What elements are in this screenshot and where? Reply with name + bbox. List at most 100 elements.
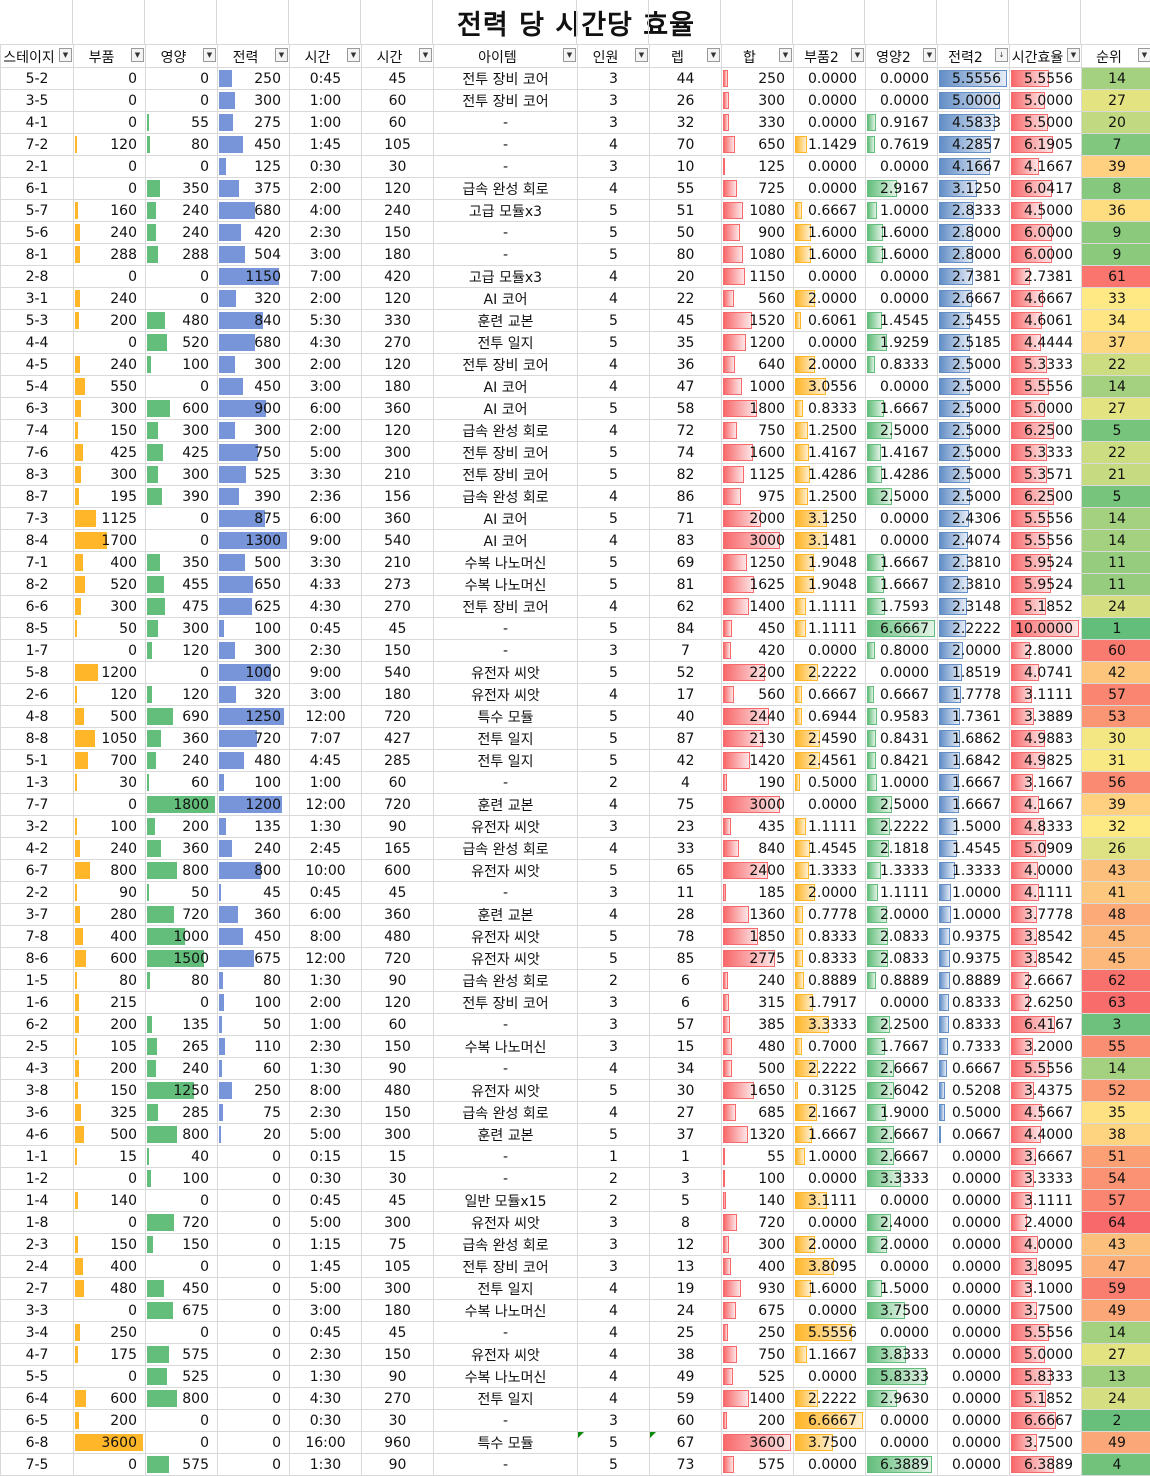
cell-rank[interactable]: 2 (1082, 1410, 1150, 1432)
cell-time-efficiency[interactable]: 10.0000 (1010, 618, 1082, 640)
cell-sum[interactable]: 1650 (722, 1080, 794, 1102)
cell-nutrition-rate[interactable]: 0.0000 (866, 1410, 938, 1432)
cell-members[interactable]: 5 (578, 1124, 650, 1146)
cell-nutrition[interactable]: 120 (146, 684, 218, 706)
cell-power[interactable]: 1250 (218, 706, 290, 728)
cell-power[interactable]: 0 (218, 1344, 290, 1366)
cell-time[interactable]: 2:00 (290, 178, 362, 200)
cell-members[interactable]: 2 (578, 772, 650, 794)
cell-time-efficiency[interactable]: 5.1852 (1010, 1388, 1082, 1410)
cell-level[interactable]: 38 (650, 1344, 722, 1366)
cell-nutrition-rate[interactable]: 2.0833 (866, 926, 938, 948)
cell-level[interactable]: 37 (650, 1124, 722, 1146)
cell-level[interactable]: 40 (650, 706, 722, 728)
cell-nutrition[interactable]: 0 (146, 1322, 218, 1344)
cell-nutrition[interactable]: 120 (146, 640, 218, 662)
cell-nutrition[interactable]: 50 (146, 882, 218, 904)
cell-power-rate[interactable]: 2.5000 (938, 354, 1010, 376)
cell-rank[interactable]: 5 (1082, 420, 1150, 442)
cell-time[interactable]: 0:45 (290, 1190, 362, 1212)
cell-sum[interactable]: 300 (722, 1234, 794, 1256)
cell-members[interactable]: 4 (578, 530, 650, 552)
cell-time-efficiency[interactable]: 3.8095 (1010, 1256, 1082, 1278)
cell-stage[interactable]: 1-7 (1, 640, 74, 662)
cell-power[interactable]: 900 (218, 398, 290, 420)
cell-members[interactable]: 5 (578, 618, 650, 640)
cell-stage[interactable]: 7-7 (1, 794, 74, 816)
cell-stage[interactable]: 1-3 (1, 772, 74, 794)
cell-nutrition-rate[interactable]: 1.7667 (866, 1036, 938, 1058)
cell-nutrition-rate[interactable]: 0.0000 (866, 1256, 938, 1278)
cell-nutrition-rate[interactable]: 1.9259 (866, 332, 938, 354)
cell-minutes[interactable]: 180 (362, 1300, 434, 1322)
cell-nutrition[interactable]: 0 (146, 530, 218, 552)
cell-item[interactable]: 급속 완성 회로 (434, 420, 578, 442)
cell-nutrition-rate[interactable]: 0.8889 (866, 970, 938, 992)
cell-parts-rate[interactable]: 3.1481 (794, 530, 866, 552)
cell-power-rate[interactable]: 0.0000 (938, 1234, 1010, 1256)
cell-stage[interactable]: 2-1 (1, 156, 74, 178)
cell-time[interactable]: 3:00 (290, 376, 362, 398)
cell-stage[interactable]: 6-8 (1, 1432, 74, 1454)
cell-parts[interactable]: 600 (74, 1388, 146, 1410)
dropdown-arrow-icon[interactable]: ▼ (707, 48, 720, 62)
cell-parts[interactable]: 150 (74, 420, 146, 442)
cell-time[interactable]: 8:00 (290, 926, 362, 948)
cell-time[interactable]: 3:30 (290, 464, 362, 486)
cell-minutes[interactable]: 60 (362, 1014, 434, 1036)
cell-item[interactable]: 훈련 교본 (434, 1124, 578, 1146)
cell-stage[interactable]: 4-6 (1, 1124, 74, 1146)
cell-rank[interactable]: 48 (1082, 904, 1150, 926)
cell-members[interactable]: 3 (578, 1014, 650, 1036)
cell-rank[interactable]: 57 (1082, 1190, 1150, 1212)
cell-rank[interactable]: 33 (1082, 288, 1150, 310)
cell-time[interactable]: 0:15 (290, 1146, 362, 1168)
cell-members[interactable]: 4 (578, 266, 650, 288)
cell-minutes[interactable]: 180 (362, 244, 434, 266)
cell-stage[interactable]: 5-5 (1, 1366, 74, 1388)
cell-sum[interactable]: 1150 (722, 266, 794, 288)
cell-nutrition-rate[interactable]: 2.5000 (866, 420, 938, 442)
cell-nutrition-rate[interactable]: 1.1111 (866, 882, 938, 904)
cell-stage[interactable]: 7-8 (1, 926, 74, 948)
column-header[interactable]: 시간효율▼ (1010, 45, 1082, 68)
cell-time[interactable]: 3:00 (290, 684, 362, 706)
cell-parts-rate[interactable]: 2.0000 (794, 288, 866, 310)
cell-minutes[interactable]: 270 (362, 332, 434, 354)
cell-members[interactable]: 5 (578, 332, 650, 354)
cell-minutes[interactable]: 960 (362, 1432, 434, 1454)
cell-parts-rate[interactable]: 0.6061 (794, 310, 866, 332)
cell-power[interactable]: 800 (218, 860, 290, 882)
cell-parts[interactable]: 200 (74, 1014, 146, 1036)
cell-nutrition-rate[interactable]: 1.6667 (866, 398, 938, 420)
cell-level[interactable]: 50 (650, 222, 722, 244)
cell-nutrition-rate[interactable]: 0.8421 (866, 750, 938, 772)
cell-rank[interactable]: 52 (1082, 1080, 1150, 1102)
cell-stage[interactable]: 6-1 (1, 178, 74, 200)
cell-item[interactable]: 수복 나노머신 (434, 574, 578, 596)
cell-minutes[interactable]: 300 (362, 1212, 434, 1234)
cell-parts[interactable]: 50 (74, 618, 146, 640)
cell-power-rate[interactable]: 0.7333 (938, 1036, 1010, 1058)
cell-power[interactable]: 0 (218, 1300, 290, 1322)
cell-rank[interactable]: 21 (1082, 464, 1150, 486)
cell-minutes[interactable]: 45 (362, 882, 434, 904)
cell-power[interactable]: 1000 (218, 662, 290, 684)
cell-nutrition[interactable]: 675 (146, 1300, 218, 1322)
cell-nutrition[interactable]: 480 (146, 310, 218, 332)
cell-nutrition[interactable]: 300 (146, 618, 218, 640)
cell-members[interactable]: 3 (578, 1410, 650, 1432)
cell-parts[interactable]: 0 (74, 332, 146, 354)
cell-power[interactable]: 0 (218, 1432, 290, 1454)
cell-power-rate[interactable]: 2.8000 (938, 222, 1010, 244)
cell-parts-rate[interactable]: 1.9048 (794, 574, 866, 596)
cell-power[interactable]: 250 (218, 68, 290, 90)
cell-members[interactable]: 4 (578, 420, 650, 442)
cell-level[interactable]: 15 (650, 1036, 722, 1058)
cell-nutrition[interactable]: 690 (146, 706, 218, 728)
cell-time-efficiency[interactable]: 5.5556 (1010, 68, 1082, 90)
cell-time-efficiency[interactable]: 5.5556 (1010, 1058, 1082, 1080)
cell-nutrition[interactable]: 240 (146, 1058, 218, 1080)
cell-item[interactable]: - (434, 1454, 578, 1476)
cell-sum[interactable]: 1400 (722, 596, 794, 618)
